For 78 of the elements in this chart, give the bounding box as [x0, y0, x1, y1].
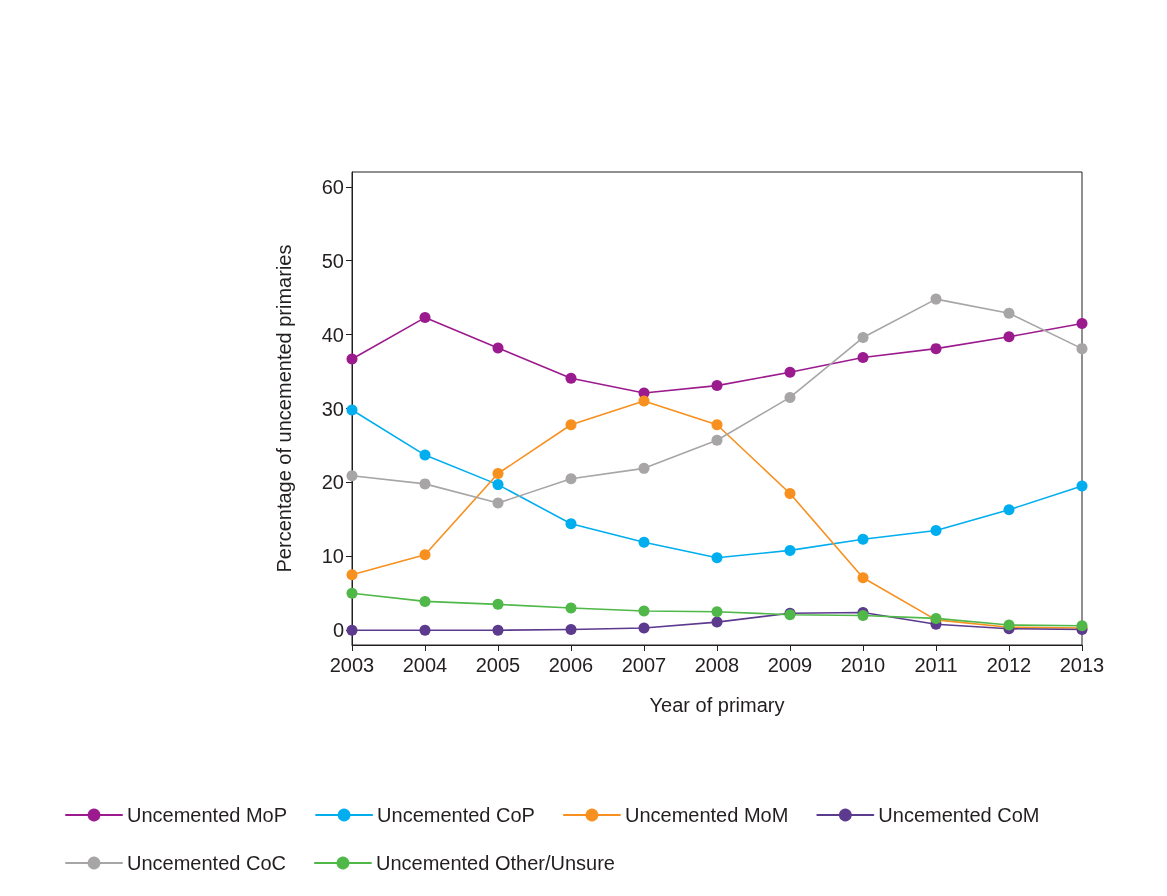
point	[565, 518, 577, 530]
legend-label: Uncemented CoM	[878, 804, 1040, 826]
point	[492, 497, 504, 509]
point	[1076, 318, 1088, 329]
x-tick-label: 2011	[914, 654, 958, 676]
point	[638, 605, 650, 617]
x-tick-label: 2007	[621, 654, 667, 676]
y-tick-label: 60	[321, 175, 344, 198]
point	[1076, 343, 1088, 355]
point	[565, 419, 577, 431]
point	[419, 478, 431, 490]
point	[857, 332, 869, 344]
point	[784, 544, 796, 556]
y-tick-label: 30	[321, 397, 344, 420]
y-tick-label: 0	[332, 619, 344, 642]
x-tick-label: 2012	[986, 654, 1032, 676]
point	[1003, 504, 1015, 516]
point	[930, 293, 942, 305]
point	[346, 353, 358, 365]
legend-label: Uncemented CoC	[127, 852, 286, 874]
point	[492, 468, 504, 480]
point	[638, 536, 650, 548]
point	[711, 434, 723, 446]
legend-label: Uncemented Other/Unsure	[375, 852, 615, 874]
point	[346, 470, 358, 482]
x-tick-label: 2009	[767, 654, 813, 676]
y-tick-label: 20	[321, 471, 344, 494]
point	[565, 602, 577, 614]
point	[1003, 331, 1015, 343]
point	[711, 419, 723, 431]
point	[784, 487, 796, 499]
y-axis-title: Percentage of uncemented primaries	[273, 244, 295, 573]
point	[930, 524, 942, 536]
point	[638, 395, 650, 407]
point	[492, 624, 504, 636]
point	[492, 479, 504, 491]
point	[419, 595, 431, 607]
point	[492, 342, 504, 354]
point	[857, 572, 869, 584]
point	[1003, 307, 1015, 319]
legend-label: Uncemented MoP	[127, 804, 288, 826]
point	[346, 569, 358, 581]
y-tick-label: 50	[321, 249, 344, 272]
legend-label: Uncemented MoM	[624, 804, 789, 826]
point	[857, 533, 869, 545]
point	[711, 380, 723, 392]
point	[419, 624, 431, 636]
x-tick-label: 2013	[1059, 654, 1105, 676]
x-tick-label: 2008	[694, 654, 740, 676]
point	[930, 343, 942, 355]
point	[857, 352, 869, 363]
point	[565, 623, 577, 635]
point	[711, 552, 723, 564]
point	[565, 372, 577, 384]
point	[565, 473, 577, 485]
point	[419, 312, 431, 324]
point	[346, 404, 358, 416]
point	[346, 587, 358, 599]
x-tick-label: 2010	[840, 654, 886, 676]
legend-label: Uncemented CoP	[377, 804, 535, 826]
x-tick-label: 2003	[329, 654, 375, 676]
point	[346, 624, 358, 636]
point	[784, 391, 796, 403]
x-tick-label: 2004	[402, 654, 448, 676]
point	[638, 462, 650, 474]
y-tick-label: 40	[321, 323, 344, 346]
point	[419, 449, 431, 461]
y-tick-label: 10	[321, 545, 344, 568]
x-axis-title: Year of primary	[649, 694, 785, 716]
point	[638, 622, 650, 634]
x-tick-label: 2006	[548, 654, 594, 676]
point	[1076, 480, 1088, 492]
point	[784, 366, 796, 378]
point	[711, 616, 723, 628]
point	[492, 598, 504, 610]
point	[711, 606, 723, 618]
point	[419, 549, 431, 561]
x-tick-label: 2005	[475, 654, 521, 676]
